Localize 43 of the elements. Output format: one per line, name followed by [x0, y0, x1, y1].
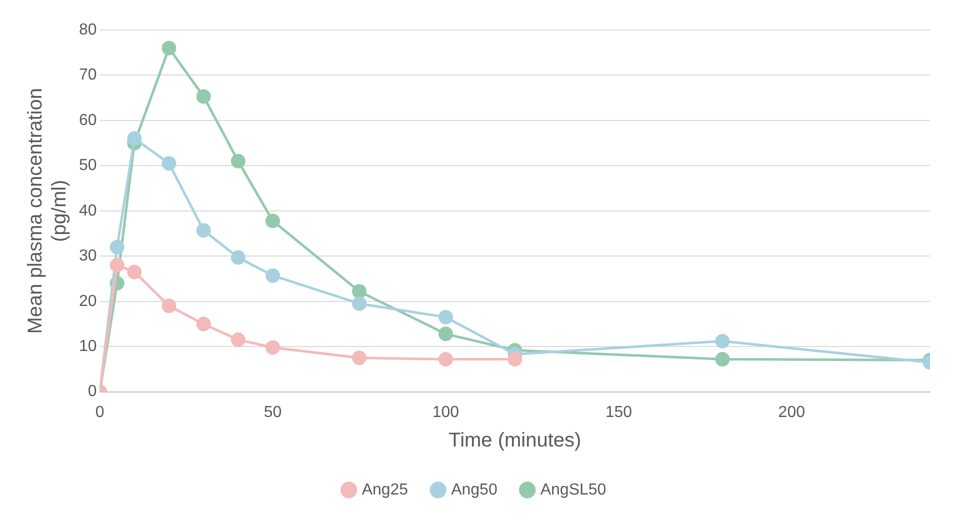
x-tick-label: 50 [264, 404, 282, 421]
point [266, 268, 280, 283]
y-tick-label: 10 [79, 338, 97, 355]
point [438, 352, 453, 366]
point [230, 154, 246, 168]
legend-label: Ang50 [451, 481, 498, 498]
point [127, 131, 142, 146]
point [438, 326, 453, 342]
point [110, 240, 124, 254]
y-tick-label: 60 [79, 112, 97, 129]
y-tick-label: 50 [79, 157, 97, 174]
point [162, 40, 176, 56]
x-tick-label: 150 [605, 404, 632, 421]
point [162, 156, 176, 171]
y-tick-label: 40 [79, 202, 97, 220]
point [196, 316, 211, 332]
point [352, 284, 366, 299]
x-axis-title: Time (minutes) [448, 430, 582, 452]
point [715, 334, 730, 348]
point [196, 89, 211, 104]
x-tick-label: 100 [432, 404, 460, 421]
point [266, 340, 280, 355]
x-tick-label: 200 [778, 404, 806, 421]
point [230, 250, 246, 265]
point [266, 214, 280, 228]
y-tick-label: 80 [79, 21, 97, 38]
point [196, 223, 211, 238]
legend-label: Ang25 [362, 481, 408, 498]
y-axis-title: Mean plasma concentration (pg/ml) [24, 88, 71, 334]
point [352, 296, 366, 311]
y-tick-label: 0 [88, 383, 97, 400]
point [230, 332, 246, 348]
point [162, 298, 176, 314]
y-tick-label: 20 [79, 292, 97, 310]
y-tick-label: 30 [79, 248, 97, 265]
point [127, 264, 142, 280]
legend-label: AngSL50 [540, 481, 606, 498]
point [438, 310, 453, 324]
y-tick-label: 70 [79, 66, 97, 84]
point [352, 350, 366, 366]
point [110, 258, 124, 272]
point [508, 352, 522, 366]
point [715, 352, 730, 366]
